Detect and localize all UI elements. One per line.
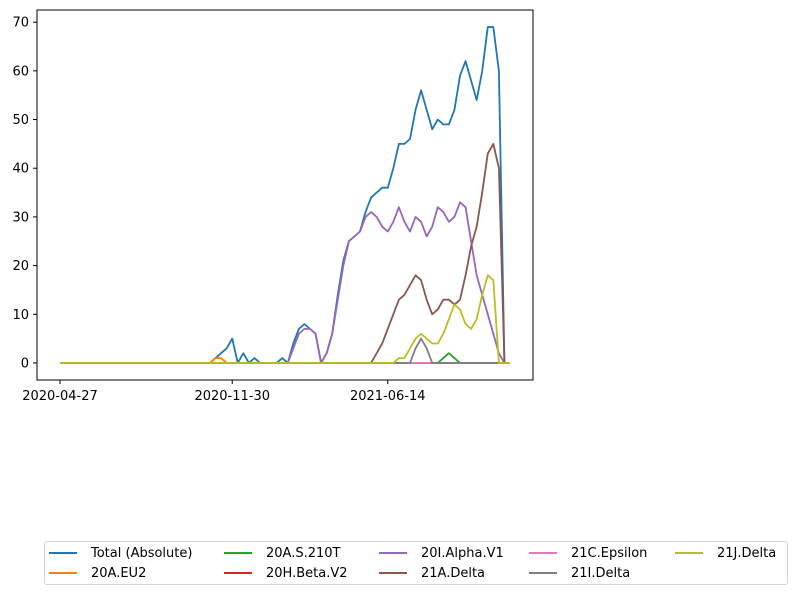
series-line-21j-delta bbox=[60, 274, 510, 364]
y-tick-label: 30 bbox=[12, 210, 29, 225]
y-tick-label: 50 bbox=[12, 113, 29, 128]
legend-swatch bbox=[224, 552, 252, 554]
legend-item-21j-delta: 21J.Delta bbox=[675, 543, 776, 563]
plot-area-frame bbox=[36, 9, 534, 381]
y-tick-label: 70 bbox=[12, 16, 29, 31]
legend-item-20h-beta-v2: 20H.Beta.V2 bbox=[224, 563, 348, 583]
x-tick-label: 2020-11-30 bbox=[194, 389, 270, 404]
series-line-21a-delta bbox=[60, 142, 510, 364]
legend-label: 20A.EU2 bbox=[91, 565, 147, 581]
legend-item-20i-alpha-v1: 20I.Alpha.V1 bbox=[379, 543, 504, 563]
legend-label: 21A.Delta bbox=[421, 565, 486, 581]
legend-label: 21J.Delta bbox=[717, 545, 777, 561]
legend-item-21c-epsilon: 21C.Epsilon bbox=[529, 543, 647, 563]
y-axis: 0 10 20 30 40 50 60 70 bbox=[12, 16, 37, 371]
legend-item-20a-eu2: 20A.EU2 bbox=[49, 563, 146, 583]
legend-swatch bbox=[529, 552, 557, 554]
y-tick-label: 60 bbox=[12, 64, 29, 79]
y-tick-label: 20 bbox=[12, 259, 29, 274]
x-tick-label: 2020-04-27 bbox=[22, 389, 98, 404]
x-tick-label: 2021-06-14 bbox=[350, 389, 426, 404]
x-axis: 2020-04-27 2020-11-30 2021-06-14 bbox=[22, 380, 426, 404]
legend-item-21a-delta: 21A.Delta bbox=[379, 563, 485, 583]
legend-swatch bbox=[529, 572, 557, 574]
legend-item-total-absolute: Total (Absolute) bbox=[49, 543, 192, 563]
series-line-total-absolute bbox=[60, 26, 510, 364]
series-layer bbox=[60, 26, 510, 364]
legend-swatch bbox=[675, 552, 703, 554]
legend-label: 20I.Alpha.V1 bbox=[421, 545, 504, 561]
legend-swatch bbox=[224, 572, 252, 574]
y-tick-label: 40 bbox=[12, 162, 29, 177]
legend-item-20a-s-210t: 20A.S.210T bbox=[224, 543, 340, 563]
legend-swatch bbox=[49, 572, 77, 574]
legend-label: 20H.Beta.V2 bbox=[266, 565, 348, 581]
legend-swatch bbox=[49, 552, 77, 554]
legend-label: 21I.Delta bbox=[571, 565, 631, 581]
y-tick-label: 10 bbox=[12, 308, 29, 323]
legend-item-21i-delta: 21I.Delta bbox=[529, 563, 630, 583]
legend: Total (Absolute) 20A.EU2 20A.S.210T 20H.Bet… bbox=[44, 541, 788, 585]
legend-label: 20A.S.210T bbox=[266, 545, 341, 561]
y-tick-label: 0 bbox=[21, 356, 29, 371]
legend-swatch bbox=[379, 552, 407, 554]
series-line-20i-alpha-v1 bbox=[60, 201, 510, 364]
legend-swatch bbox=[379, 572, 407, 574]
legend-label: 21C.Epsilon bbox=[571, 545, 648, 561]
legend-label: Total (Absolute) bbox=[91, 545, 193, 561]
